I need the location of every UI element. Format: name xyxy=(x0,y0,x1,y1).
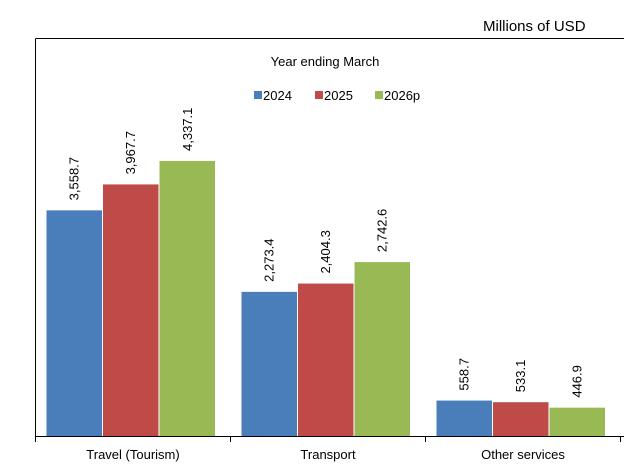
bar xyxy=(493,402,549,436)
data-label: 2,273.4 xyxy=(262,238,277,281)
x-tick-label: Other services xyxy=(481,447,565,462)
legend-title: Year ending March xyxy=(271,54,380,69)
data-label: 558.7 xyxy=(457,358,472,391)
bar xyxy=(436,400,492,436)
legend-swatch xyxy=(375,91,383,99)
bar xyxy=(103,184,159,436)
data-label: 3,967.7 xyxy=(123,131,138,174)
data-label: 2,404.3 xyxy=(318,230,333,273)
bar xyxy=(46,210,102,436)
legend-label: 2026p xyxy=(384,88,420,103)
bar xyxy=(241,291,297,436)
bar xyxy=(549,407,605,436)
legend-swatch xyxy=(254,91,262,99)
x-tick-label: Transport xyxy=(300,447,356,462)
legend-label: 2025 xyxy=(324,88,353,103)
bar xyxy=(298,283,354,436)
bar xyxy=(159,161,215,436)
legend-label: 2024 xyxy=(263,88,292,103)
unit-note: Millions of USD xyxy=(483,18,586,35)
data-label: 2,742.6 xyxy=(375,209,390,252)
bar xyxy=(354,262,410,436)
data-label: 3,558.7 xyxy=(67,157,82,200)
x-tick-label: Travel (Tourism) xyxy=(86,447,179,462)
data-label: 446.9 xyxy=(570,365,585,398)
data-label: 533.1 xyxy=(513,360,528,393)
data-label: 4,337.1 xyxy=(180,108,195,151)
legend-swatch xyxy=(315,91,323,99)
